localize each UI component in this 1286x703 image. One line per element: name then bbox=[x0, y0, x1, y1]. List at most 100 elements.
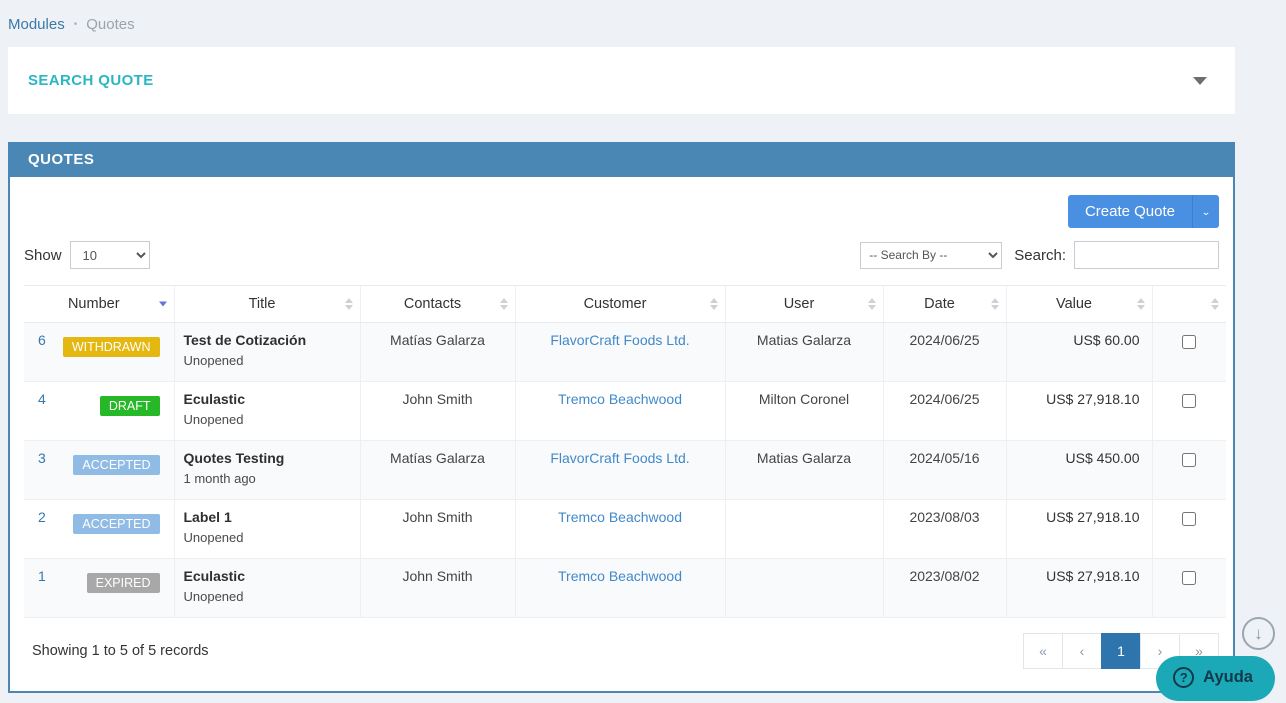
table-row: 6 WITHDRAWN Test de Cotización Unopened Ma… bbox=[24, 322, 1226, 382]
user-cell: Milton Coronel bbox=[724, 381, 883, 441]
help-button-label: Ayuda bbox=[1203, 668, 1253, 686]
customer-link[interactable]: Tremco Beachwood bbox=[558, 568, 682, 584]
status-badge: EXPIRED bbox=[86, 573, 160, 593]
search-quote-panel-header[interactable]: SEARCH QUOTE bbox=[8, 47, 1235, 114]
table-row: 2 ACCEPTED Label 1 Unopened John Smith Tre… bbox=[24, 499, 1226, 559]
user-cell bbox=[724, 499, 883, 559]
customer-link[interactable]: FlavorCraft Foods Ltd. bbox=[550, 332, 690, 348]
breadcrumb-separator-icon: • bbox=[73, 19, 78, 30]
breadcrumb-current: Quotes bbox=[86, 16, 135, 33]
date-cell: 2024/06/25 bbox=[882, 381, 1006, 441]
quote-number-link[interactable]: 4 bbox=[38, 391, 46, 407]
status-badge: DRAFT bbox=[99, 396, 160, 416]
quote-number-link[interactable]: 6 bbox=[38, 332, 46, 348]
value-cell: US$ 27,918.10 bbox=[1005, 558, 1152, 618]
sort-icon bbox=[344, 298, 353, 310]
status-badge: WITHDRAWN bbox=[62, 337, 160, 357]
row-checkbox[interactable] bbox=[1182, 571, 1197, 585]
table-row: 3 ACCEPTED Quotes Testing 1 month ago Matí… bbox=[24, 440, 1226, 500]
quote-title: Label 1 bbox=[183, 509, 232, 525]
status-badge: ACCEPTED bbox=[73, 455, 160, 475]
collapse-caret-icon[interactable] bbox=[1193, 76, 1207, 85]
table-row: 1 EXPIRED Eculastic Unopened John Smith Tr… bbox=[24, 558, 1226, 618]
search-quote-title: SEARCH QUOTE bbox=[28, 72, 154, 89]
create-quote-split-button: Create Quote ⌄ bbox=[1067, 195, 1219, 228]
create-quote-button[interactable]: Create Quote bbox=[1067, 195, 1192, 228]
user-cell: Matias Galarza bbox=[724, 440, 883, 500]
customer-link[interactable]: FlavorCraft Foods Ltd. bbox=[550, 450, 690, 466]
quote-title: Eculastic bbox=[183, 391, 245, 407]
table-header-row: Number Title Contacts Customer User Date… bbox=[24, 285, 1226, 323]
pagination-first-button[interactable]: « bbox=[1023, 633, 1063, 669]
customer-link[interactable]: Tremco Beachwood bbox=[558, 509, 682, 525]
value-cell: US$ 60.00 bbox=[1005, 322, 1152, 382]
quote-number-link[interactable]: 2 bbox=[38, 509, 46, 525]
page-size-select[interactable]: 10 bbox=[69, 241, 150, 269]
customer-link[interactable]: Tremco Beachwood bbox=[558, 391, 682, 407]
sort-icon bbox=[499, 298, 508, 310]
sort-icon bbox=[709, 298, 718, 310]
column-header-value[interactable]: Value bbox=[1005, 285, 1152, 323]
date-cell: 2024/06/25 bbox=[882, 322, 1006, 382]
search-input[interactable] bbox=[1074, 241, 1219, 269]
search-label: Search: bbox=[1014, 246, 1066, 264]
quote-subtitle: Unopened bbox=[183, 353, 244, 368]
pagination: « ‹ 1 › » bbox=[1023, 633, 1219, 669]
table-row: 4 DRAFT Eculastic Unopened John Smith Trem… bbox=[24, 381, 1226, 441]
column-header-select[interactable] bbox=[1151, 285, 1226, 323]
value-cell: US$ 450.00 bbox=[1005, 440, 1152, 500]
column-header-contacts[interactable]: Contacts bbox=[359, 285, 515, 323]
column-header-title[interactable]: Title bbox=[173, 285, 360, 323]
quotes-panel-title: QUOTES bbox=[10, 142, 1233, 177]
value-cell: US$ 27,918.10 bbox=[1005, 381, 1152, 441]
contacts-cell: John Smith bbox=[359, 381, 515, 441]
quote-title: Quotes Testing bbox=[183, 450, 285, 466]
row-checkbox[interactable] bbox=[1182, 512, 1197, 526]
row-checkbox[interactable] bbox=[1182, 453, 1197, 467]
column-header-date[interactable]: Date bbox=[882, 285, 1006, 323]
status-badge: ACCEPTED bbox=[73, 514, 160, 534]
search-by-select[interactable]: -- Search By -- bbox=[860, 241, 1003, 269]
pagination-prev-button[interactable]: ‹ bbox=[1062, 633, 1102, 669]
column-header-user[interactable]: User bbox=[724, 285, 883, 323]
date-cell: 2023/08/03 bbox=[882, 499, 1006, 559]
quote-subtitle: Unopened bbox=[183, 530, 244, 545]
row-checkbox[interactable] bbox=[1182, 335, 1197, 349]
date-cell: 2023/08/02 bbox=[882, 558, 1006, 618]
quote-number-link[interactable]: 3 bbox=[38, 450, 46, 466]
customer-cell: FlavorCraft Foods Ltd. bbox=[514, 322, 725, 382]
customer-cell: Tremco Beachwood bbox=[514, 381, 725, 441]
help-button[interactable]: ? Ayuda bbox=[1156, 656, 1275, 701]
sort-icon bbox=[1136, 298, 1145, 310]
quotes-table: Number Title Contacts Customer User Date… bbox=[24, 285, 1226, 618]
records-summary: Showing 1 to 5 of 5 records bbox=[32, 643, 209, 659]
user-cell bbox=[724, 558, 883, 618]
user-cell: Matias Galarza bbox=[724, 322, 883, 382]
quote-number-link[interactable]: 1 bbox=[38, 568, 46, 584]
breadcrumb: Modules • Quotes bbox=[8, 0, 1235, 47]
row-checkbox[interactable] bbox=[1182, 394, 1197, 408]
date-cell: 2024/05/16 bbox=[882, 440, 1006, 500]
contacts-cell: Matías Galarza bbox=[359, 440, 515, 500]
column-header-number[interactable]: Number bbox=[24, 285, 174, 323]
sort-icon bbox=[990, 298, 999, 310]
arrow-down-icon: ↓ bbox=[1254, 623, 1263, 643]
sort-desc-icon bbox=[158, 301, 167, 307]
customer-cell: FlavorCraft Foods Ltd. bbox=[514, 440, 725, 500]
column-header-customer[interactable]: Customer bbox=[514, 285, 725, 323]
show-label: Show bbox=[24, 246, 62, 264]
contacts-cell: John Smith bbox=[359, 499, 515, 559]
question-mark-icon: ? bbox=[1173, 667, 1195, 688]
chevron-down-icon: ⌄ bbox=[1200, 205, 1212, 218]
customer-cell: Tremco Beachwood bbox=[514, 558, 725, 618]
customer-cell: Tremco Beachwood bbox=[514, 499, 725, 559]
quote-title: Test de Cotización bbox=[183, 332, 307, 348]
quotes-panel: QUOTES Create Quote ⌄ Show 10 -- Search bbox=[8, 142, 1235, 693]
quote-subtitle: Unopened bbox=[183, 589, 244, 604]
breadcrumb-modules-link[interactable]: Modules bbox=[8, 16, 65, 33]
contacts-cell: John Smith bbox=[359, 558, 515, 618]
pagination-page-1-button[interactable]: 1 bbox=[1101, 633, 1141, 669]
scroll-down-button[interactable]: ↓ bbox=[1242, 617, 1275, 650]
create-quote-dropdown-button[interactable]: ⌄ bbox=[1192, 195, 1219, 228]
quote-title: Eculastic bbox=[183, 568, 245, 584]
